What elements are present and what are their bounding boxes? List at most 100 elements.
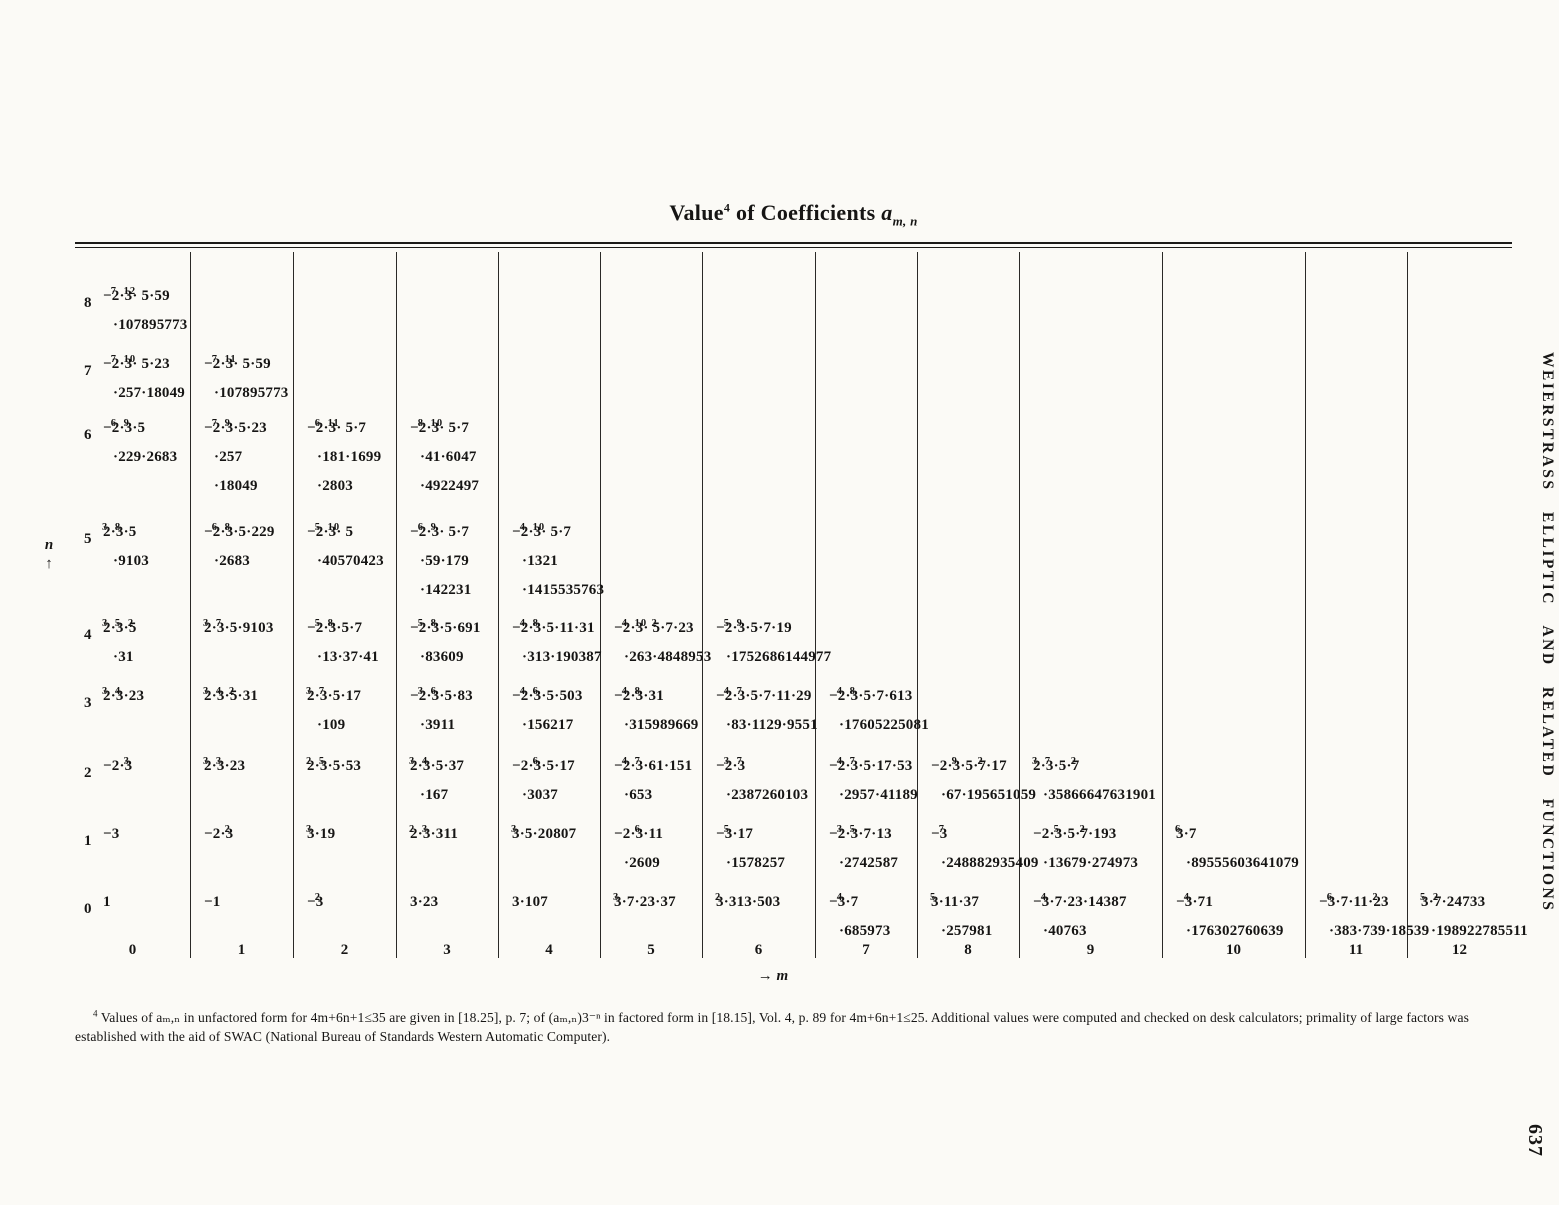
table-cell: −2·3 5·5·7 2·193 ·13679·274973 bbox=[1033, 820, 1162, 878]
col-label: 12 bbox=[1452, 942, 1467, 958]
factor-with-exponent: 3 10 bbox=[327, 521, 341, 540]
exponent: 10 bbox=[532, 521, 546, 533]
exponent: 2 bbox=[1070, 755, 1077, 767]
exponent: 3 bbox=[417, 685, 424, 697]
exponent: 5 bbox=[1053, 823, 1060, 835]
table-cell: 3·23 bbox=[410, 888, 498, 917]
cell-line: 3 5·7 2·24733 bbox=[1420, 888, 1512, 917]
cell-line: ·315989669 bbox=[624, 717, 699, 733]
cell-line: −2 6·3 9·5 bbox=[103, 414, 190, 443]
cell-line: −2 5·3 9·5·7·19 bbox=[716, 614, 815, 643]
exponent: 3 bbox=[203, 617, 210, 629]
table-cell: 3 3·5·20807 bbox=[511, 820, 600, 849]
exponent: 4 bbox=[836, 755, 843, 767]
exponent: 9 bbox=[951, 755, 958, 767]
factor-with-exponent: 3 11 bbox=[327, 417, 340, 436]
table-cell: 2 2·3 3·311 bbox=[409, 820, 498, 849]
column-tick bbox=[917, 938, 919, 958]
column-tick bbox=[1162, 938, 1164, 958]
table-cell: 2 3·3 4·23 bbox=[102, 682, 190, 711]
cell-line: −2 3·3 7 bbox=[716, 752, 815, 781]
col-label: 7 bbox=[862, 942, 870, 958]
cell-line: ·109 bbox=[317, 717, 346, 733]
row-label: 4 bbox=[84, 627, 92, 643]
col-label: 9 bbox=[1086, 942, 1095, 958]
table-cell: −2 4·3 6·5·503 ·156217 bbox=[512, 682, 600, 740]
table-cell: −2 7·3 10 · 5·23 ·257·18049 bbox=[103, 350, 190, 408]
row-axis-label: n ↑ bbox=[44, 537, 54, 572]
factor-with-exponent: 3 10 bbox=[123, 353, 137, 372]
exponent: 3 bbox=[306, 685, 313, 697]
cell-line: ·653 bbox=[624, 787, 653, 803]
exponent: 2 bbox=[1432, 891, 1440, 903]
exponent: 3 bbox=[723, 755, 730, 767]
cell-line: ·9103 bbox=[113, 553, 150, 569]
col-label: 11 bbox=[1348, 942, 1364, 958]
cell-line: 2 3·3 8·5 bbox=[102, 518, 190, 547]
cell-line: −2 4·3 8·31 bbox=[614, 682, 702, 711]
exponent: 7 bbox=[634, 755, 641, 767]
cell-line: −2 3·3 5·7·13 bbox=[829, 820, 917, 849]
col-label: 3 bbox=[443, 942, 451, 958]
cell-line: ·13679·274973 bbox=[1043, 855, 1139, 871]
cell-line: −2 7·3 10 · 5·23 bbox=[103, 350, 190, 379]
factor-with-exponent: 23 2 bbox=[1372, 891, 1389, 910]
exponent: 8 bbox=[634, 685, 641, 697]
column-tick bbox=[1407, 938, 1409, 958]
table-cell: 3 3·19 bbox=[306, 820, 396, 849]
column-separator bbox=[1019, 252, 1021, 940]
exponent: 7 bbox=[215, 617, 223, 629]
exponent: 4 bbox=[114, 685, 122, 697]
exponent: 4 bbox=[421, 755, 429, 767]
exponent: 4 bbox=[1183, 891, 1190, 903]
cell-line: −2·3 6·5·17 bbox=[512, 752, 600, 781]
exponent: 3 bbox=[306, 823, 313, 835]
cell-line: −3 bbox=[103, 826, 120, 842]
cell-line: 2 3·3 7·5·9103 bbox=[203, 614, 293, 643]
cell-line: −2 6·3 11 · 5·7 bbox=[307, 414, 396, 443]
row-label: 8 bbox=[84, 295, 92, 311]
exponent: 4 bbox=[519, 617, 526, 629]
col-label: 0 bbox=[128, 942, 137, 958]
factor-with-exponent: 3 10 bbox=[430, 417, 444, 436]
factor-with-exponent: 3 10 bbox=[634, 617, 648, 636]
exponent: 8 bbox=[224, 521, 231, 533]
cell-line: 2 3·3 3·23 bbox=[203, 752, 293, 781]
exponent: 3 bbox=[421, 823, 429, 835]
col-label: 6 bbox=[754, 942, 763, 958]
col-label: 8 bbox=[964, 942, 972, 958]
cell-line: ·257981 bbox=[941, 923, 993, 939]
cell-line: 2 2·3 3·311 bbox=[409, 820, 498, 849]
cell-line: −3 7 bbox=[931, 820, 1019, 849]
column-separator bbox=[917, 252, 919, 940]
cell-line: ·156217 bbox=[522, 717, 574, 733]
table-cell: −2 4·3 8·5·7·613 ·17605225081 bbox=[829, 682, 929, 740]
exponent: 5 bbox=[723, 823, 730, 835]
exponent: 6 bbox=[430, 685, 437, 697]
table-cell: −2·3 6·5·17 ·3037 bbox=[512, 752, 600, 810]
